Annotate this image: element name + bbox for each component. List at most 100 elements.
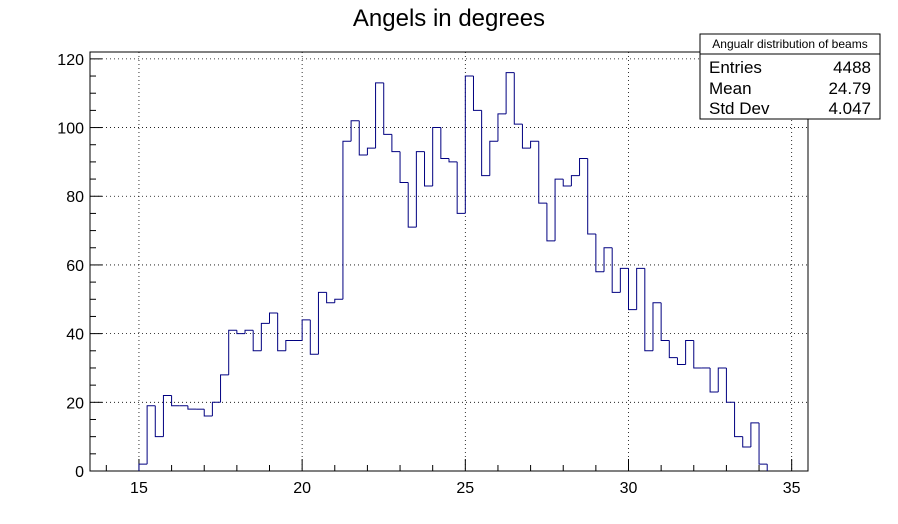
histogram-bin	[579, 157, 588, 176]
histogram-bin	[432, 127, 441, 186]
histogram-bin	[603, 247, 613, 272]
stats-stddev-value: 4.047	[828, 99, 871, 118]
histogram-bin	[497, 113, 507, 142]
histogram-bin	[521, 124, 531, 149]
x-tick-label: 30	[620, 480, 638, 497]
histogram-bin	[146, 405, 156, 465]
histogram-bin	[424, 151, 433, 187]
x-tick-label: 35	[783, 480, 801, 497]
histogram-bin	[154, 405, 164, 438]
histogram-bin	[676, 357, 686, 366]
histogram-bin	[717, 367, 727, 393]
y-tick-label: 80	[66, 189, 84, 206]
histogram-bin	[619, 267, 629, 293]
stats-entries-label: Entries	[709, 58, 762, 77]
histogram-bin	[513, 72, 523, 125]
histogram-bin	[758, 422, 768, 465]
histogram-bin	[162, 394, 172, 437]
stats-stddev-label: Std Dev	[709, 99, 770, 118]
histogram-bin	[570, 175, 580, 186]
histogram-bin	[742, 436, 751, 448]
chart-title: Angels in degrees	[353, 5, 545, 32]
histogram-bin	[562, 179, 572, 187]
histogram-bin	[220, 374, 229, 403]
histogram-bin	[660, 302, 670, 341]
histogram-bin	[750, 422, 760, 447]
histogram-bin	[481, 110, 490, 177]
histogram-bin	[334, 298, 343, 303]
histogram-bin	[628, 268, 637, 311]
y-tick-label: 20	[66, 395, 84, 412]
stats-mean-label: Mean	[709, 79, 752, 98]
histogram-bin	[530, 140, 539, 149]
histogram-bin	[685, 339, 694, 365]
histogram-bin	[415, 151, 425, 228]
histogram-bin	[309, 319, 319, 355]
x-tick-label: 15	[130, 480, 148, 497]
histogram-bin	[383, 82, 392, 135]
histogram-bin	[211, 401, 221, 417]
histogram-bin	[652, 302, 662, 351]
histogram-bin	[138, 463, 148, 471]
histogram-bin	[472, 76, 482, 111]
histogram-bin	[358, 120, 368, 156]
histogram-bin	[260, 322, 270, 351]
y-tick-label: 60	[66, 258, 84, 275]
stats-box-frame	[699, 33, 881, 120]
histogram-bin	[448, 158, 458, 163]
stats-mean-value: 24.79	[828, 79, 871, 98]
histogram-bin	[587, 158, 596, 235]
histogram-bin	[244, 329, 254, 334]
y-tick-label: 40	[66, 327, 84, 344]
histogram-bin	[505, 72, 515, 114]
x-tick-label: 20	[293, 480, 311, 497]
histogram-bin	[366, 147, 376, 156]
y-tick-label: 0	[75, 464, 84, 481]
histogram-bin	[285, 339, 294, 351]
histogram-bin	[595, 234, 605, 273]
histogram-bin	[236, 330, 246, 335]
histogram-bin	[269, 312, 278, 324]
stats-entries-value: 4488	[833, 58, 871, 77]
histogram-bin	[171, 395, 180, 407]
x-tick-label: 25	[456, 480, 474, 497]
histogram-bin	[611, 247, 621, 293]
y-tick-label: 120	[57, 52, 84, 69]
histogram-bin	[440, 127, 449, 159]
histogram-bin	[350, 120, 360, 142]
histogram-bin	[668, 340, 678, 359]
histogram-bin	[326, 292, 335, 304]
histogram-bin	[489, 140, 498, 176]
histogram-bin	[693, 340, 702, 369]
histogram-bin	[187, 405, 197, 410]
histogram-bin	[644, 268, 653, 352]
histogram-bin	[546, 203, 556, 242]
histogram-bin	[301, 319, 311, 341]
stats-box: Angualr distribution of beams Entries 44…	[699, 33, 881, 120]
histogram-series	[138, 72, 768, 471]
histogram-bin	[734, 402, 743, 438]
axes: 15 20 25 30 35 0 20 40 60 80 100 120	[57, 52, 800, 497]
stats-box-title: Angualr distribution of beams	[712, 37, 867, 51]
histogram-bin	[203, 409, 213, 417]
histogram-bin	[399, 151, 409, 184]
histogram-bin	[342, 140, 352, 300]
histogram-bin	[554, 178, 564, 241]
histogram-bin	[391, 134, 401, 153]
histogram-bin	[636, 267, 645, 310]
histogram-bin	[252, 330, 262, 352]
histogram-bin	[725, 367, 735, 403]
histogram-bin	[456, 161, 466, 214]
histogram-bin	[277, 313, 286, 352]
plot-frame	[89, 51, 809, 472]
histogram-bin	[407, 182, 417, 228]
histogram-bin	[375, 82, 384, 149]
y-tick-label: 100	[57, 121, 84, 138]
histogram-bin	[538, 141, 547, 204]
histogram-bin	[709, 367, 719, 393]
histogram-bin	[228, 329, 237, 375]
histogram-bin	[317, 291, 327, 355]
histogram-bin	[464, 75, 474, 214]
